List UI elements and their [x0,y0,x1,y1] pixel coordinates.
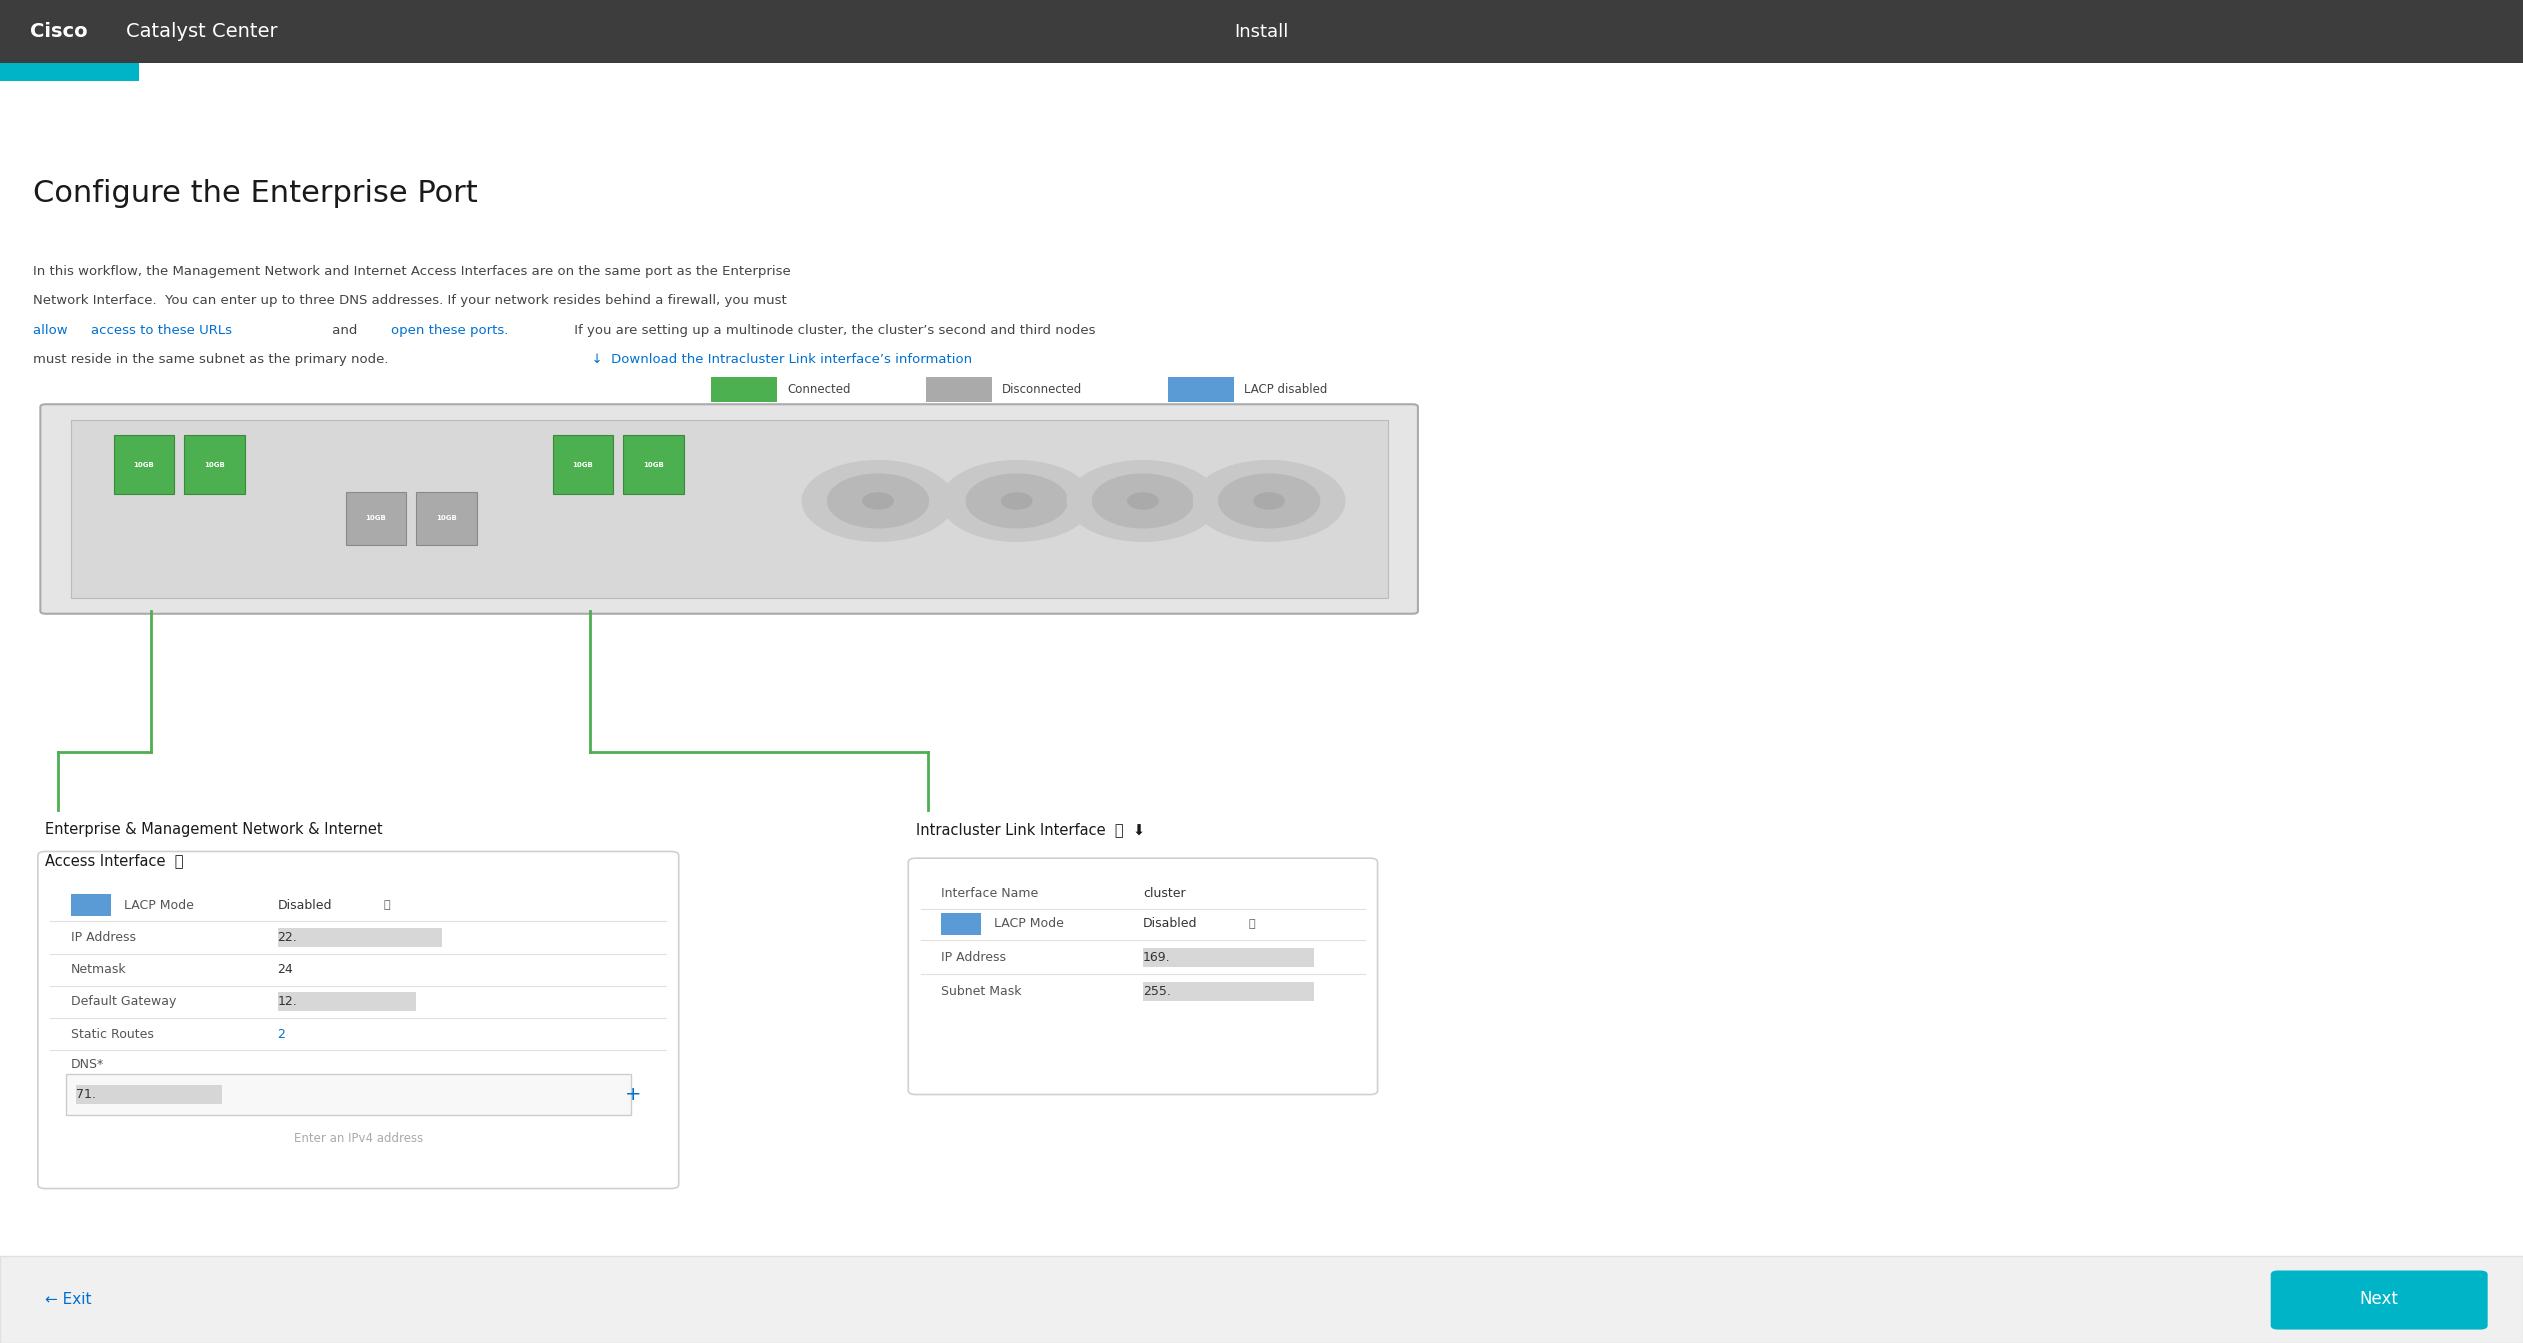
FancyBboxPatch shape [0,63,139,81]
Text: Cisco: Cisco [30,21,88,42]
FancyBboxPatch shape [926,377,992,402]
Text: LACP Mode: LACP Mode [124,898,194,912]
Circle shape [802,461,954,541]
Text: 71.: 71. [76,1088,96,1101]
FancyBboxPatch shape [941,913,981,935]
Text: Network Interface.  You can enter up to three DNS addresses. If your network res: Network Interface. You can enter up to t… [33,294,790,308]
FancyBboxPatch shape [0,1256,2523,1343]
FancyBboxPatch shape [38,851,679,1189]
Text: 2: 2 [278,1027,285,1041]
Text: Interface Name: Interface Name [941,886,1039,900]
Text: 10GB: 10GB [573,462,593,467]
FancyBboxPatch shape [553,435,613,494]
FancyBboxPatch shape [40,404,1418,614]
FancyBboxPatch shape [71,420,1388,598]
Text: IP Address: IP Address [941,951,1007,964]
Text: Default Gateway: Default Gateway [71,995,177,1009]
Text: 10GB: 10GB [204,462,225,467]
Text: Static Routes: Static Routes [71,1027,154,1041]
Text: cluster: cluster [1143,886,1186,900]
FancyBboxPatch shape [2271,1270,2488,1330]
Circle shape [1219,474,1320,528]
Text: 255.: 255. [1143,984,1171,998]
Text: Disabled: Disabled [278,898,333,912]
Circle shape [1002,493,1032,509]
Text: access to these URLs: access to these URLs [91,324,232,337]
Circle shape [966,474,1067,528]
Text: DNS*: DNS* [71,1058,103,1072]
FancyBboxPatch shape [76,1085,222,1104]
Text: allow: allow [33,324,71,337]
Text: and: and [328,324,361,337]
Circle shape [1254,493,1284,509]
Circle shape [1092,474,1193,528]
Text: 12.: 12. [278,995,298,1009]
Text: If you are setting up a multinode cluster, the cluster’s second and third nodes: If you are setting up a multinode cluste… [570,324,1095,337]
Text: 24: 24 [278,963,293,976]
FancyBboxPatch shape [0,0,2523,63]
Text: In this workflow, the Management Network and Internet Access Interfaces are on t: In this workflow, the Management Network… [33,265,790,278]
Circle shape [941,461,1092,541]
Text: ⓘ: ⓘ [1249,919,1256,929]
Text: ← Exit: ← Exit [45,1292,91,1307]
Text: IP Address: IP Address [71,931,136,944]
FancyBboxPatch shape [1168,377,1234,402]
Text: 22.: 22. [278,931,298,944]
Text: Configure the Enterprise Port: Configure the Enterprise Port [33,179,477,208]
FancyBboxPatch shape [623,435,684,494]
Text: 10GB: 10GB [643,462,664,467]
Text: Intracluster Link Interface  ⓘ  ⬇: Intracluster Link Interface ⓘ ⬇ [916,822,1145,837]
FancyBboxPatch shape [278,992,416,1011]
Text: ↓  Download the Intracluster Link interface’s information: ↓ Download the Intracluster Link interfa… [583,353,971,367]
FancyBboxPatch shape [416,492,477,545]
Text: open these ports.: open these ports. [391,324,510,337]
Text: Next: Next [2359,1291,2399,1308]
Text: Disabled: Disabled [1143,917,1198,931]
Text: Install: Install [1234,23,1289,40]
Text: Subnet Mask: Subnet Mask [941,984,1022,998]
FancyBboxPatch shape [71,894,111,916]
Circle shape [1193,461,1345,541]
Text: +: + [626,1085,641,1104]
FancyBboxPatch shape [184,435,245,494]
Text: LACP Mode: LACP Mode [994,917,1065,931]
Text: Connected: Connected [787,383,850,396]
Text: Enterprise & Management Network & Internet: Enterprise & Management Network & Intern… [45,822,383,837]
Text: ⓘ: ⓘ [383,900,391,911]
FancyBboxPatch shape [346,492,406,545]
FancyBboxPatch shape [278,928,442,947]
FancyBboxPatch shape [711,377,777,402]
Text: 169.: 169. [1143,951,1171,964]
Text: 10GB: 10GB [436,516,457,521]
FancyBboxPatch shape [66,1074,631,1115]
Text: 10GB: 10GB [366,516,386,521]
FancyBboxPatch shape [114,435,174,494]
Text: Disconnected: Disconnected [1002,383,1082,396]
Circle shape [863,493,893,509]
FancyBboxPatch shape [1143,982,1314,1001]
Text: Netmask: Netmask [71,963,126,976]
Text: Catalyst Center: Catalyst Center [126,21,278,42]
FancyBboxPatch shape [1143,948,1314,967]
Circle shape [1067,461,1219,541]
Circle shape [828,474,928,528]
FancyBboxPatch shape [908,858,1378,1095]
Text: must reside in the same subnet as the primary node.: must reside in the same subnet as the pr… [33,353,389,367]
Circle shape [1128,493,1158,509]
Text: Enter an IPv4 address: Enter an IPv4 address [293,1132,424,1146]
Text: LACP disabled: LACP disabled [1244,383,1327,396]
Text: 10GB: 10GB [134,462,154,467]
Text: Access Interface  ⓘ: Access Interface ⓘ [45,853,184,868]
